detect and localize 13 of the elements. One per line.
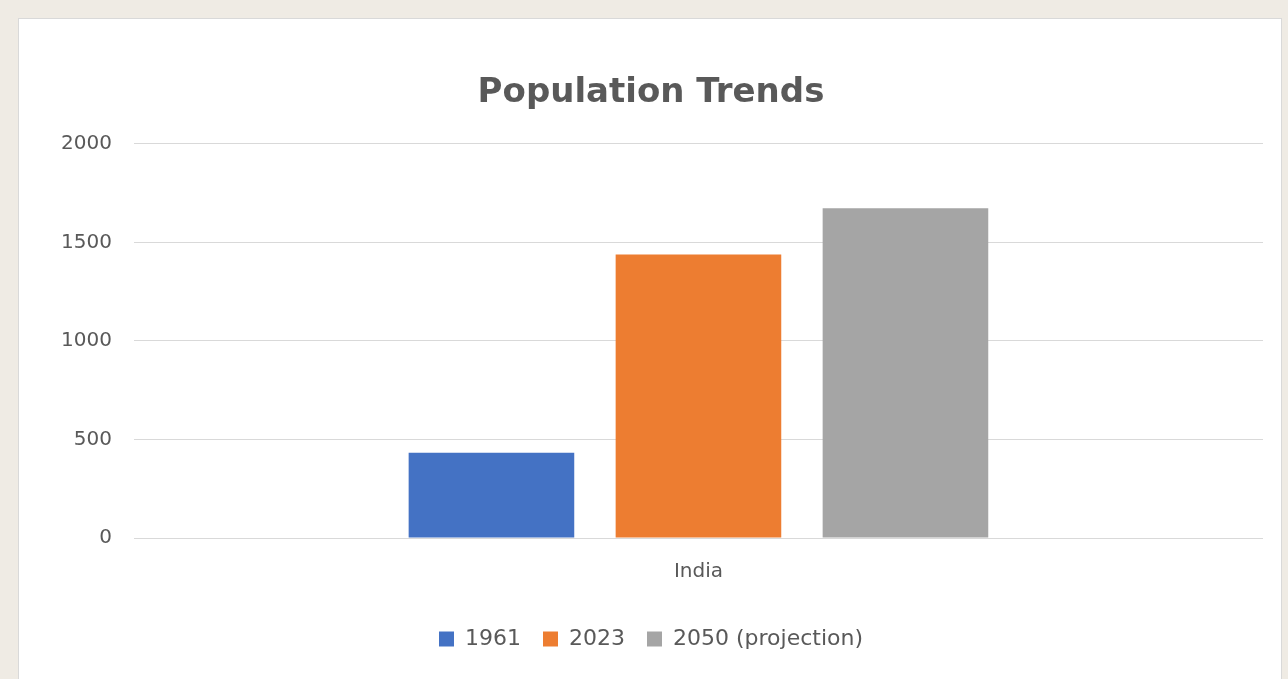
bar <box>408 452 575 538</box>
chart-title: Population Trends <box>477 70 825 111</box>
bar <box>822 208 989 538</box>
legend-label: 1961 <box>465 624 521 650</box>
bar <box>615 254 782 538</box>
y-tick-label: 1500 <box>60 228 112 253</box>
legend-label: 2050 (projection) <box>672 624 864 650</box>
x-tick-label: India <box>673 558 723 583</box>
y-tick-label: 2000 <box>60 130 112 154</box>
y-tick-label: 0 <box>99 524 112 549</box>
y-tick-label: 500 <box>73 425 112 450</box>
legend-label: 2023 <box>568 624 625 650</box>
y-tick-label: 1000 <box>60 327 112 352</box>
